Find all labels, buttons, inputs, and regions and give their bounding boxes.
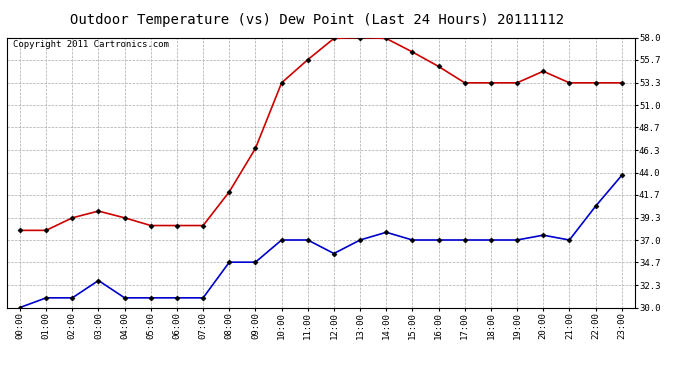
Text: Outdoor Temperature (vs) Dew Point (Last 24 Hours) 20111112: Outdoor Temperature (vs) Dew Point (Last… [70,13,564,27]
Text: Copyright 2011 Cartronics.com: Copyright 2011 Cartronics.com [13,40,169,49]
